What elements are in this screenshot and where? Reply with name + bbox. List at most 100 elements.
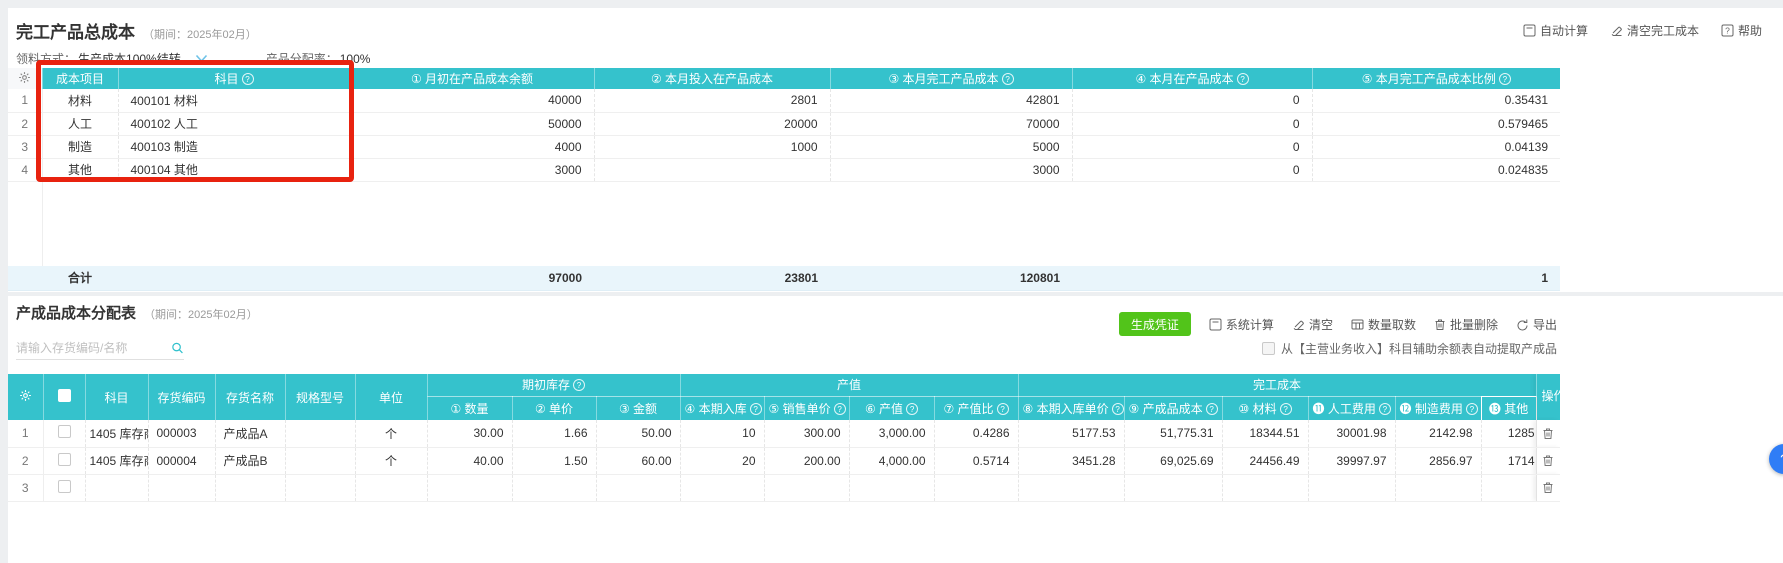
trash-icon[interactable] — [1542, 454, 1554, 467]
other-cell: 1714 — [1481, 447, 1537, 475]
auto-extract-checkbox[interactable] — [1261, 342, 1275, 355]
auto-calc-button[interactable]: 自动计算 — [1523, 22, 1588, 39]
help-circle-icon[interactable]: ? — [241, 73, 254, 85]
col-header-wip[interactable]: ④ 本月在产品成本? — [1072, 68, 1313, 89]
col-header-input[interactable]: ② 本月投入在产品成本 — [594, 68, 831, 89]
table-row[interactable]: 3 — [8, 474, 1561, 502]
col-header-finish[interactable]: ③ 本月完工产品成本? — [830, 68, 1073, 89]
row-checkbox[interactable] — [57, 452, 71, 466]
gear-icon[interactable] — [8, 374, 44, 420]
table-row[interactable]: 4 其他 400104 其他 3000 3000 0 0.024835 — [8, 158, 1560, 182]
finish-cell: 70000 — [830, 112, 1073, 136]
col-header-sale-price[interactable]: ⑤ 销售单价? — [764, 396, 850, 420]
operation-cell — [1535, 420, 1561, 448]
clear-finished-cost-button[interactable]: 清空完工成本 — [1610, 22, 1699, 39]
help-circle-icon[interactable]: ? — [996, 402, 1009, 415]
col-header-manufacture[interactable]: ⓬ 制造费用? — [1395, 396, 1482, 420]
row-checkbox[interactable] — [57, 425, 71, 439]
help-circle-icon[interactable]: ? — [1111, 402, 1124, 415]
col-header-product-cost[interactable]: ⑨ 产成品成本? — [1124, 396, 1223, 420]
in-price-cell: 3451.28 — [1018, 447, 1125, 475]
clear-button[interactable]: 清空 — [1292, 316, 1333, 333]
table-row[interactable]: 2 1405 库存商品 000004 产成品B 个 40.00 1.50 60.… — [8, 447, 1561, 475]
cost-item-cell: 制造 — [42, 135, 119, 159]
help-circle-icon[interactable]: ? — [833, 402, 846, 415]
col-header-in-qty[interactable]: ④ 本期入库? — [680, 396, 765, 420]
help-circle-icon[interactable]: ? — [1465, 402, 1478, 415]
col-header-begin[interactable]: ① 月初在产品成本余额 — [350, 68, 595, 89]
help-icon: ? — [1721, 24, 1734, 37]
col-header-price[interactable]: ② 单价 — [512, 396, 597, 420]
table-row[interactable]: 1 材料 400101 材料 40000 2801 42801 0 0.3543… — [8, 89, 1560, 113]
help-circle-icon[interactable]: ? — [1498, 73, 1511, 85]
col-header-item[interactable]: 成本项目 — [42, 68, 119, 89]
col-header-in-price[interactable]: ⑧ 本期入库单价? — [1018, 396, 1125, 420]
row-checkbox[interactable] — [57, 479, 71, 493]
col-header-ratio[interactable]: ⑤ 本月完工产品成本比例? — [1312, 68, 1560, 89]
help-circle-icon[interactable]: ? — [749, 402, 762, 415]
system-calc-button[interactable]: 系统计算 — [1209, 316, 1274, 333]
col-header-name[interactable]: 存货名称 — [215, 374, 286, 420]
col-header-spec[interactable]: 规格型号 — [285, 374, 356, 420]
col-header-labor[interactable]: ⓫ 人工费用? — [1308, 396, 1396, 420]
batch-delete-button[interactable]: 批量删除 — [1434, 316, 1498, 333]
col-header-subject[interactable]: 科目 — [85, 374, 149, 420]
col-header-subject[interactable]: 科目? — [118, 68, 351, 89]
table-row[interactable]: 3 制造 400103 制造 4000 1000 5000 0 0.04139 — [8, 135, 1560, 159]
col-header-qty[interactable]: ① 数量 — [427, 396, 513, 420]
ratio-cell: 0.024835 — [1312, 158, 1560, 182]
subject-cell: 1405 库存商品 — [85, 420, 149, 448]
table-row[interactable]: 1 1405 库存商品 000003 产成品A 个 30.00 1.66 50.… — [8, 420, 1561, 448]
help-circle-icon[interactable]: ? — [906, 402, 919, 415]
finished-cost-table-wrap: 成本项目 科目? ① 月初在产品成本余额 ② 本月投入在产品成本 ③ 本月完工产… — [8, 68, 1560, 291]
finish-cell: 5000 — [830, 135, 1073, 159]
help-circle-icon[interactable]: ? — [1001, 73, 1014, 85]
allocation-period-label: （期间：2025年02月） — [144, 309, 258, 321]
input-cell — [594, 158, 831, 182]
trash-icon[interactable] — [1542, 481, 1554, 494]
help-circle-icon[interactable]: ? — [1205, 402, 1218, 415]
row-number: 2 — [8, 112, 43, 136]
col-header-output[interactable]: ⑥ 产值? — [849, 396, 935, 420]
wip-cell: 0 — [1072, 158, 1313, 182]
output-cell: 4,000.00 — [849, 447, 935, 475]
help-circle-icon[interactable]: ? — [1279, 402, 1292, 415]
output-cell: 3,000.00 — [849, 420, 935, 448]
col-header-unit[interactable]: 单位 — [355, 374, 428, 420]
select-all-checkbox[interactable] — [43, 374, 86, 420]
col-header-other[interactable]: ⓭ 其他 — [1481, 396, 1537, 420]
operation-cell — [1535, 474, 1561, 502]
floating-help-button[interactable]: ? — [1769, 444, 1783, 474]
help-circle-icon[interactable]: ? — [1378, 402, 1391, 415]
help-circle-icon[interactable]: ? — [573, 379, 586, 392]
labor-cell: 39997.97 — [1308, 447, 1396, 475]
col-header-material[interactable]: ⑩ 材料? — [1222, 396, 1309, 420]
col-header-output-ratio[interactable]: ⑦ 产值比? — [934, 396, 1019, 420]
operation-cell — [1535, 447, 1561, 475]
quantity-fetch-button[interactable]: 数量取数 — [1351, 316, 1416, 333]
trash-icon[interactable] — [1542, 427, 1554, 440]
help-button[interactable]: ? 帮助 — [1721, 22, 1762, 39]
search-input[interactable] — [16, 340, 171, 355]
finished-cost-table: 成本项目 科目? ① 月初在产品成本余额 ② 本月投入在产品成本 ③ 本月完工产… — [8, 68, 1560, 291]
pick-method-select[interactable]: 生产成本100%结转 — [78, 52, 181, 66]
subject-cell: 1405 库存商品 — [85, 447, 149, 475]
export-button[interactable]: 导出 — [1516, 316, 1557, 333]
row-number: 2 — [8, 447, 44, 475]
row-number: 3 — [8, 474, 44, 502]
product-allocation-panel: 产成品成本分配表 （期间：2025年02月） 生成凭证 系统计算 清空 数量取数… — [8, 296, 1783, 563]
finished-cost-header-row: 成本项目 科目? ① 月初在产品成本余额 ② 本月投入在产品成本 ③ 本月完工产… — [8, 68, 1560, 89]
total-begin: 97000 — [350, 266, 594, 291]
generate-voucher-button[interactable]: 生成凭证 — [1118, 312, 1191, 336]
search-icon[interactable] — [171, 341, 184, 355]
table-row[interactable]: 2 人工 400102 人工 50000 20000 70000 0 0.579… — [8, 112, 1560, 136]
gear-icon[interactable] — [8, 68, 43, 89]
export-icon — [1517, 319, 1528, 330]
cost-item-cell: 材料 — [42, 89, 119, 113]
col-header-amount[interactable]: ③ 金额 — [596, 396, 681, 420]
help-circle-icon[interactable]: ? — [1236, 73, 1249, 85]
finish-cell: 3000 — [830, 158, 1073, 182]
col-header-code[interactable]: 存货编码 — [148, 374, 216, 420]
chevron-down-icon[interactable] — [195, 54, 208, 63]
material-cell: 24456.49 — [1222, 447, 1309, 475]
